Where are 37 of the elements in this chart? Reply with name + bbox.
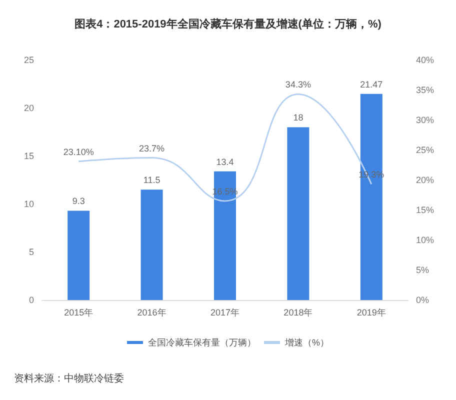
bar bbox=[214, 171, 236, 300]
chart-title: 图表4：2015-2019年全国冷藏车保有量及增速(单位：万辆，%) bbox=[74, 18, 382, 30]
data-label: 23.10% bbox=[63, 146, 94, 157]
y2-tick-label: 5% bbox=[416, 265, 430, 275]
y2-tick-label: 10% bbox=[416, 235, 434, 245]
x-tick-label: 2016年 bbox=[137, 308, 166, 318]
y2-tick-label: 20% bbox=[416, 175, 434, 185]
y2-tick-label: 30% bbox=[416, 115, 434, 125]
data-label: 21.47 bbox=[360, 79, 383, 90]
data-label: 11.5 bbox=[143, 175, 160, 186]
bar bbox=[360, 94, 382, 300]
data-label: 34.3% bbox=[285, 80, 311, 90]
y-tick-label: 5 bbox=[28, 247, 34, 257]
y-tick-label: 10 bbox=[24, 199, 34, 209]
y-tick-label: 15 bbox=[24, 151, 34, 161]
legend-label: 增速（%） bbox=[284, 338, 330, 348]
y2-tick-label: 15% bbox=[416, 205, 434, 215]
data-label: 18 bbox=[293, 112, 304, 123]
bar bbox=[140, 190, 163, 300]
bar bbox=[68, 210, 90, 300]
x-tick-label: 2018年 bbox=[284, 308, 313, 318]
y2-tick-label: 0% bbox=[416, 295, 430, 305]
y2-tick-label: 35% bbox=[416, 85, 434, 95]
x-tick-label: 2015年 bbox=[64, 308, 94, 318]
y-tick-label: 25 bbox=[24, 55, 34, 65]
x-tick-label: 2019年 bbox=[356, 308, 386, 318]
y-tick-label: 20 bbox=[24, 103, 34, 113]
data-label: 9.3 bbox=[72, 196, 85, 206]
legend-label: 全国冷藏车保有量（万辆） bbox=[148, 338, 256, 348]
y2-tick-label: 40% bbox=[416, 55, 434, 65]
bar bbox=[287, 127, 310, 300]
data-label: 23.7% bbox=[139, 143, 165, 154]
y-tick-label: 0 bbox=[28, 295, 34, 305]
y2-tick-label: 25% bbox=[416, 145, 434, 155]
data-label: 13.4 bbox=[216, 156, 234, 167]
x-tick-label: 2017年 bbox=[210, 308, 240, 318]
text: 资料来源：中物联冷链委 bbox=[14, 372, 124, 384]
